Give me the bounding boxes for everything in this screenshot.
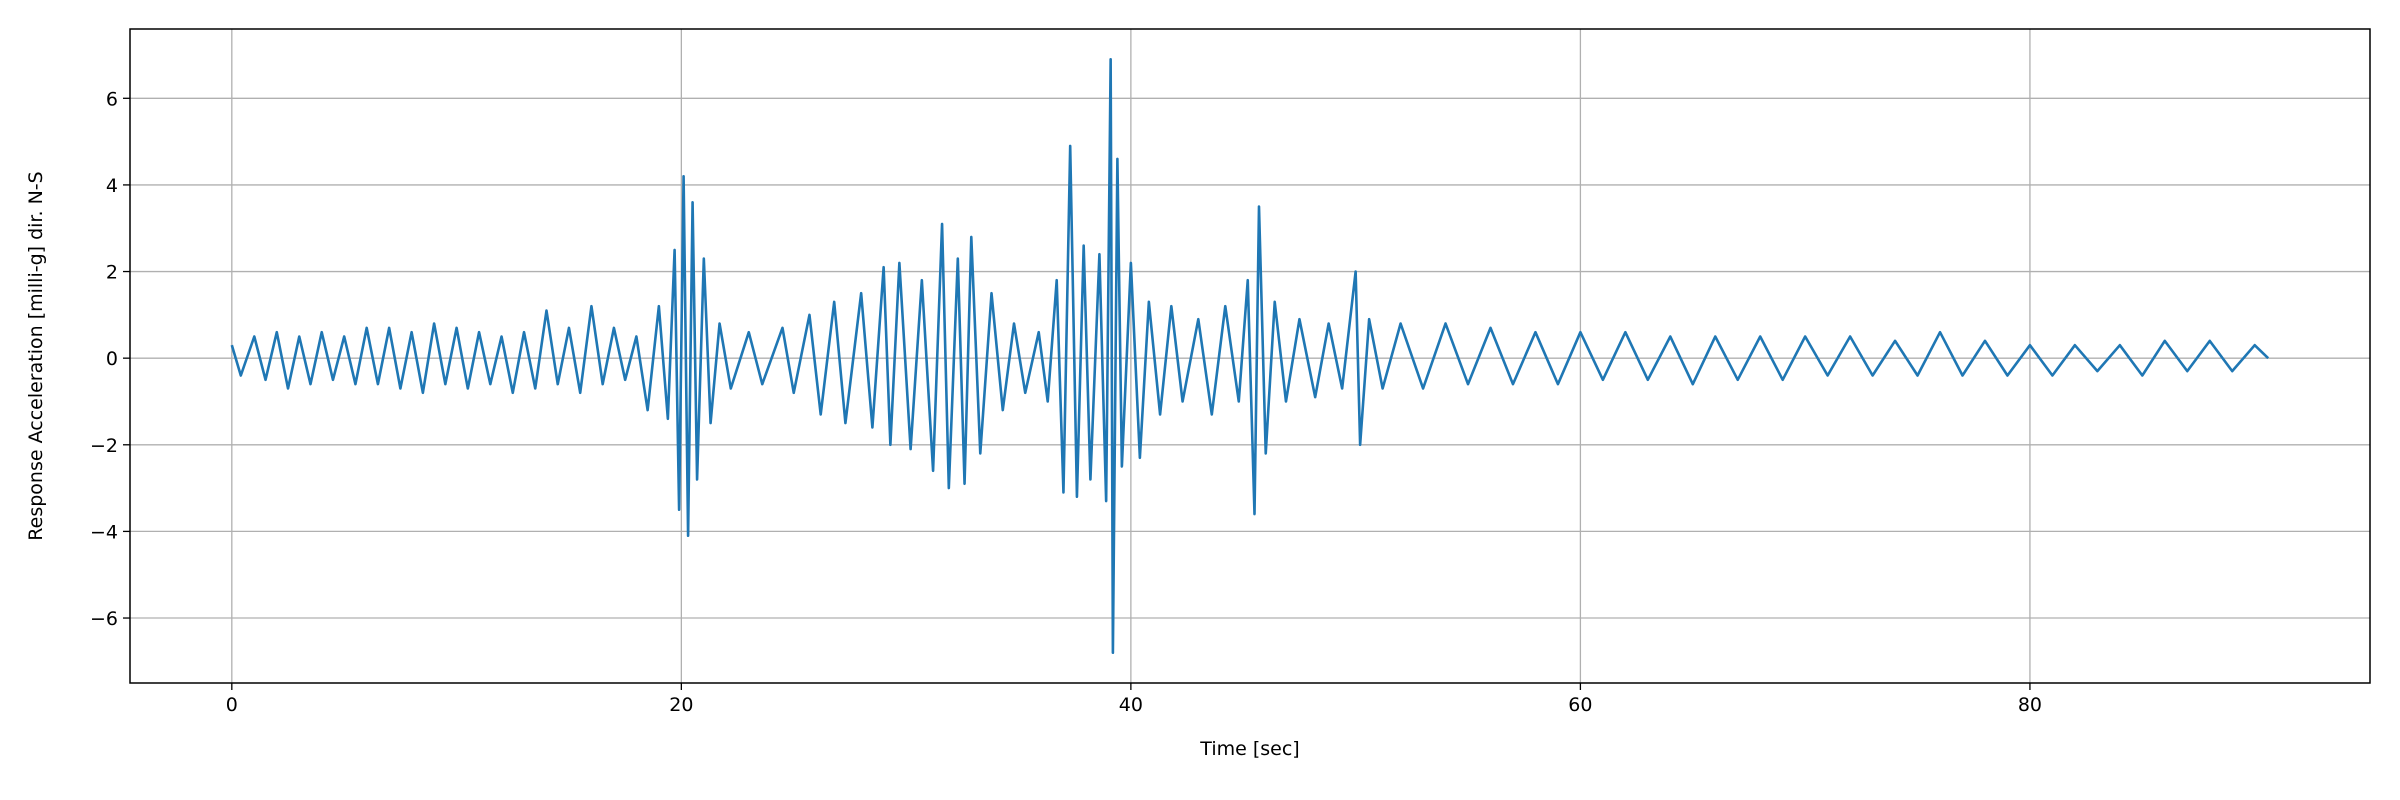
y-tick-label: −2 bbox=[90, 435, 118, 457]
x-tick-label: 40 bbox=[1119, 694, 1143, 716]
x-tick-label: 20 bbox=[669, 694, 693, 716]
x-axis-label: Time [sec] bbox=[1199, 738, 1299, 760]
plot-frame bbox=[129, 28, 2371, 684]
y-tick-label: 0 bbox=[106, 348, 118, 370]
data-line bbox=[230, 58, 2270, 654]
y-tick-label: −6 bbox=[90, 608, 118, 630]
y-tick-label: 6 bbox=[106, 88, 118, 110]
x-tick-label: 80 bbox=[2018, 694, 2042, 716]
y-axis-label: Response Acceleration [milli-g] dir. N-S bbox=[25, 171, 47, 540]
x-tick-label: 0 bbox=[226, 694, 238, 716]
y-tick-label: 2 bbox=[106, 262, 118, 284]
x-tick-label: 60 bbox=[1568, 694, 1592, 716]
y-tick-label: 4 bbox=[106, 175, 118, 197]
y-tick-label: −4 bbox=[90, 521, 118, 543]
